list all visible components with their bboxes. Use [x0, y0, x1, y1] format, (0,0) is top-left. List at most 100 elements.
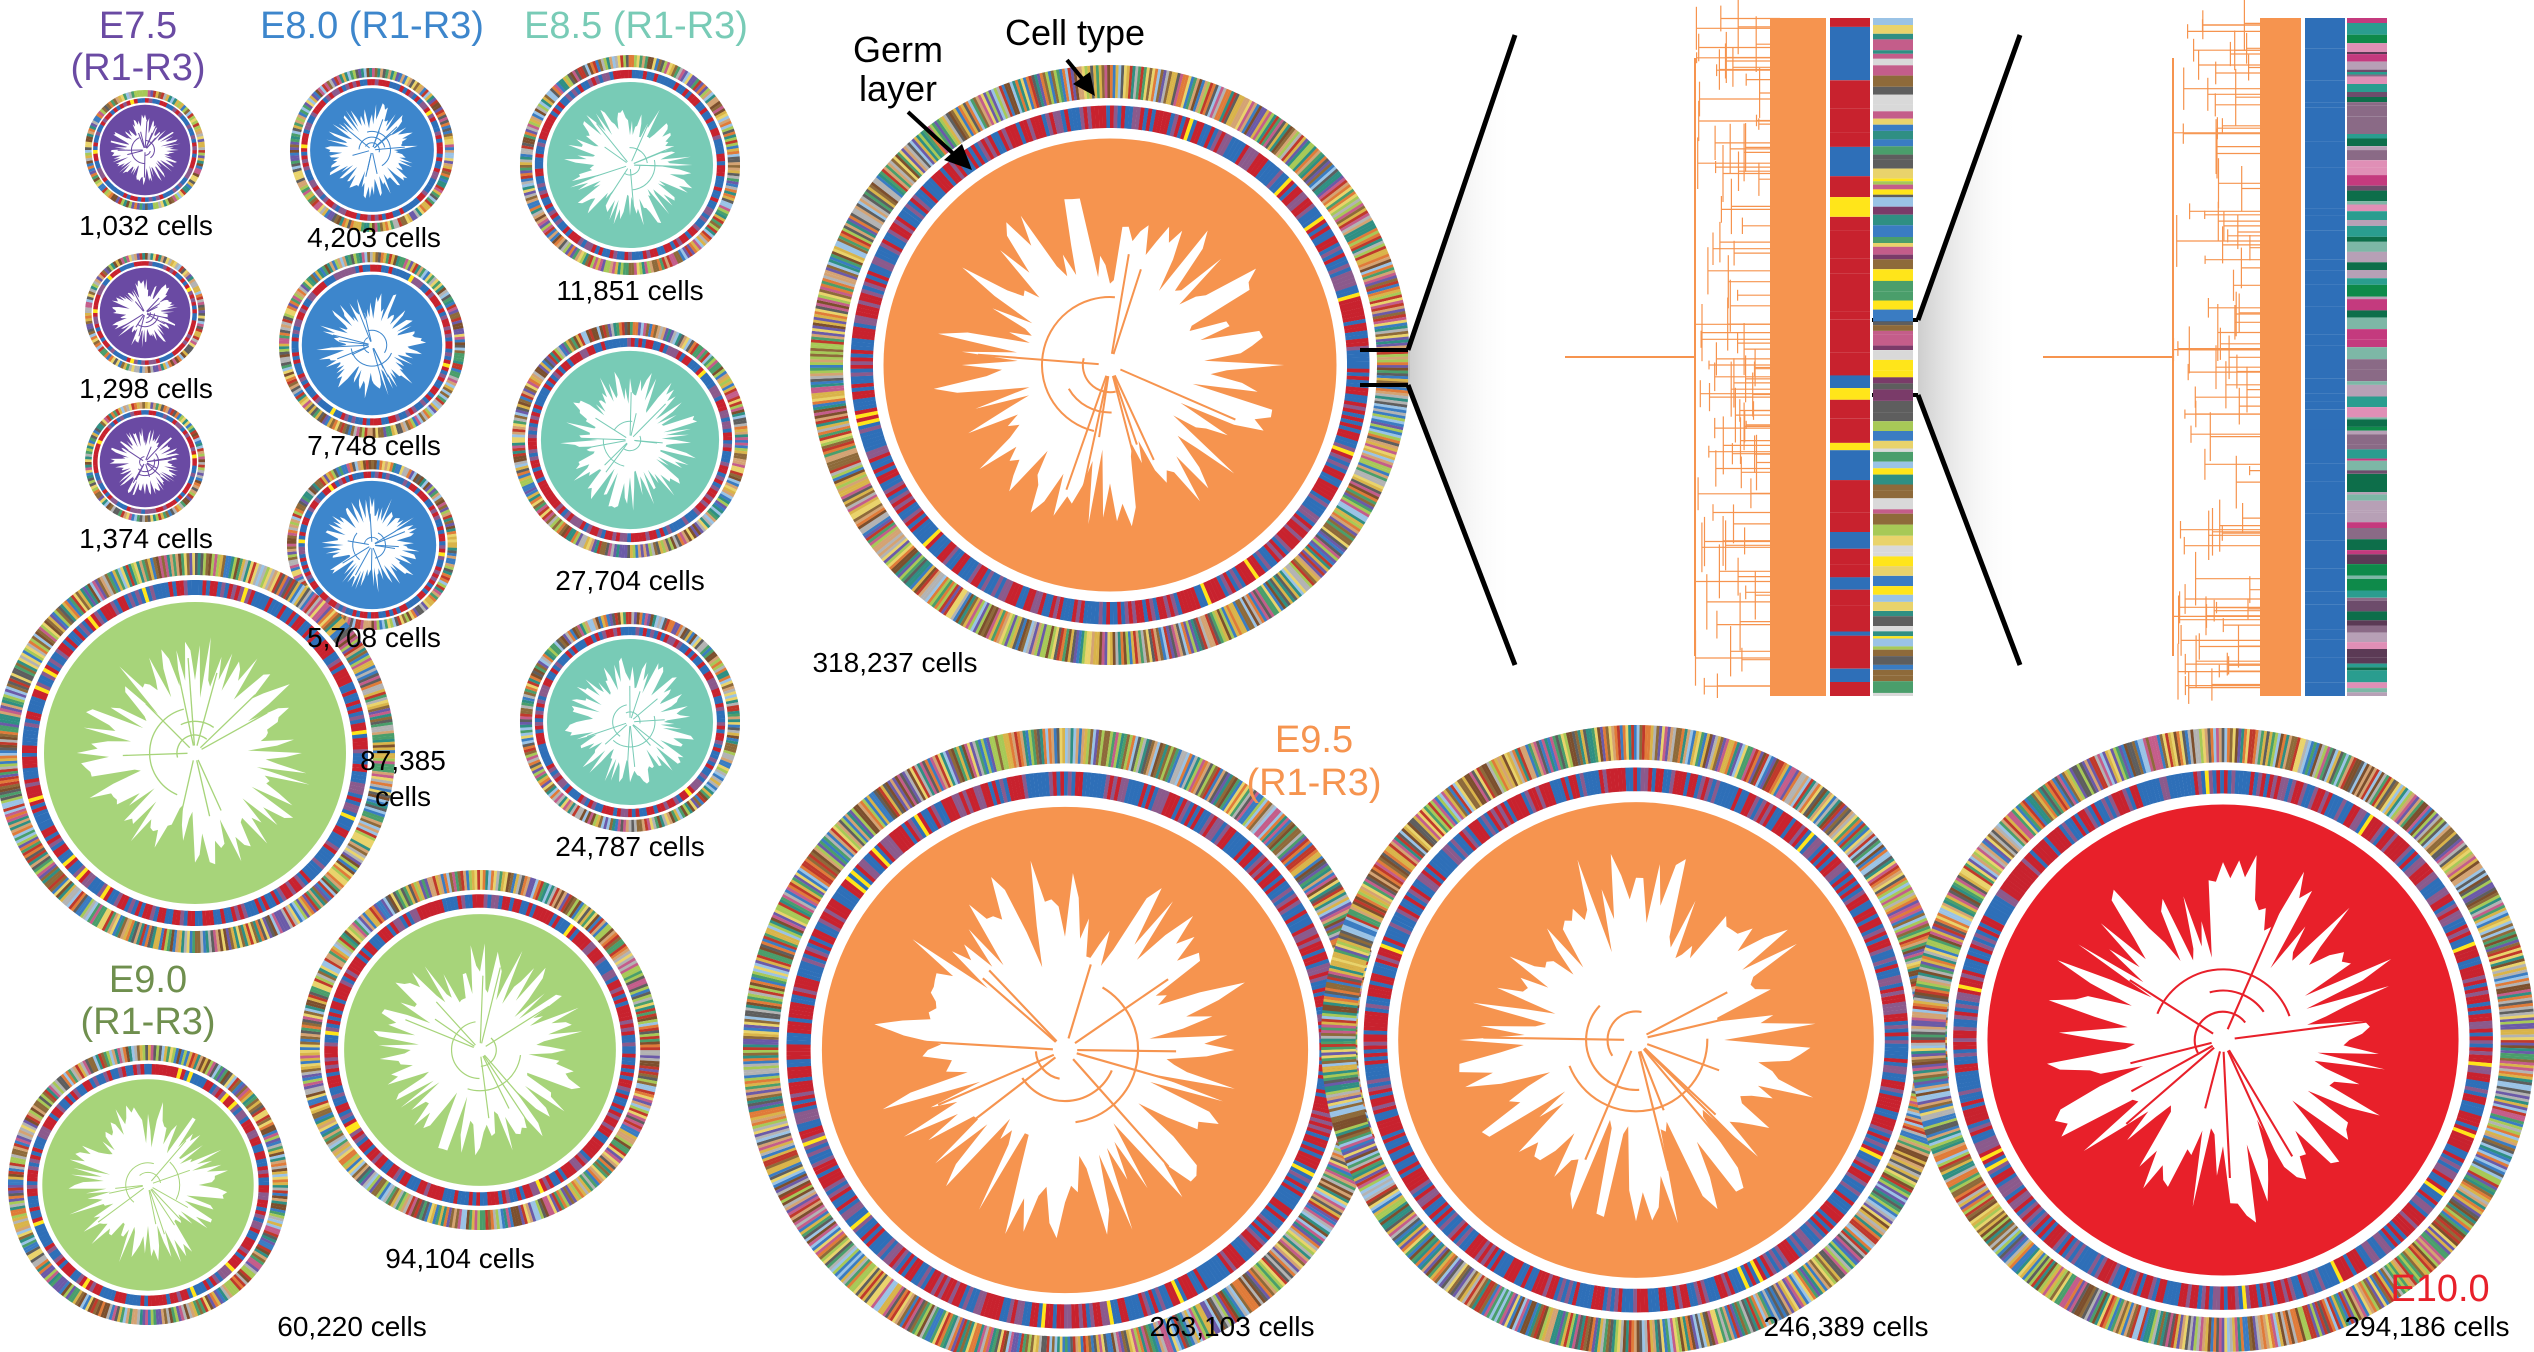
tree-branches-area: [76, 637, 310, 865]
germ-layer-ring: [291, 264, 453, 426]
cells-label-e80-r1: 4,203 cells: [307, 222, 441, 253]
tree-branches-area: [324, 103, 418, 199]
germ-layer-ring: [298, 471, 446, 619]
cells-label-e75-r1: 1,032 cells: [79, 210, 213, 241]
cell-type-ring: [289, 67, 455, 233]
germ-layer-ring: [534, 626, 726, 818]
cells-label-e75-r2: 1,298 cells: [79, 373, 213, 404]
cell-type-ring: [519, 611, 741, 833]
tree-branches: [405, 967, 550, 1123]
tree-branches: [596, 121, 678, 217]
germ-layer-ring: [301, 79, 443, 221]
germ-layer-ring: [786, 771, 1344, 1329]
cell-type-ring: [7, 1044, 289, 1326]
tree-e85_r1: [519, 54, 741, 276]
tree-e90_r1: [0, 552, 396, 954]
tree-branches: [586, 685, 665, 773]
cell-type-ring: [511, 321, 749, 559]
cell-type-arrow-head: [1073, 72, 1095, 96]
tree-e95_r1: [809, 64, 1411, 666]
cell-type-ring: [1320, 724, 1952, 1352]
zoom-wedge-1: [1408, 35, 1515, 665]
cell-type-ring: [742, 727, 1388, 1352]
cell-type-ring: [299, 869, 661, 1231]
tree-branches: [117, 121, 163, 178]
tree-e75_r3: [85, 402, 205, 522]
tree-branches-area: [564, 109, 693, 226]
cells-label-e85-r3: 24,787 cells: [555, 831, 704, 862]
tree-branches: [97, 1140, 190, 1235]
tree-branches-area: [68, 1102, 228, 1263]
tree-branches-area: [2047, 855, 2392, 1223]
cells-label-e95-r2: 263,103 cells: [1149, 1311, 1314, 1342]
zoom-inset: [1360, 0, 2387, 704]
dendrogram-zoom-2: [2043, 0, 2387, 704]
tree-branches-area: [111, 278, 178, 348]
tree-branches: [122, 441, 174, 484]
stage-label-e95-line1: E9.5: [1275, 719, 1353, 761]
cell-type-ring: [0, 552, 396, 954]
germ-layer-ring: [93, 261, 197, 365]
tree-branches-area: [316, 293, 427, 399]
tree-e85_r3: [519, 611, 741, 833]
tree-e90_r2: [299, 869, 661, 1231]
tree-e75_r2: [85, 253, 205, 373]
stage-label-e80: E8.0 (R1-R3): [260, 5, 484, 47]
tree-branches-area: [1459, 853, 1816, 1224]
tree-e80_r3: [286, 459, 458, 631]
germ-layer-ring: [1953, 770, 2493, 1310]
cells-label-e80-r2: 7,748 cells: [307, 430, 441, 461]
cell-type-ring: [1910, 727, 2534, 1352]
cell-type-ring: [278, 251, 466, 439]
stage-label-e90-line1: E9.0: [109, 959, 187, 1001]
cell-type-ring: [85, 90, 205, 210]
cell-type-label: Cell type: [1005, 12, 1145, 53]
tree-branches-area: [373, 943, 583, 1156]
tree-branches: [1483, 991, 1750, 1171]
cells-label-e85-r2: 27,704 cells: [555, 565, 704, 596]
stage-label-e95-line2: (R1-R3): [1246, 762, 1381, 804]
tree-branches: [342, 513, 406, 584]
cell-count-labels: 1,032 cells 1,298 cells 1,374 cells 4,20…: [79, 210, 2509, 1342]
tree-branches: [977, 254, 1236, 493]
tree-branches: [573, 392, 666, 473]
germ-layer-ring: [527, 337, 733, 543]
cells-label-e95-r3: 246,389 cells: [1763, 1311, 1928, 1342]
tree-e80_r2: [278, 251, 466, 439]
tree-branches-area: [110, 114, 181, 186]
germ-layer-ring: [850, 105, 1370, 625]
tree-branches-area: [874, 860, 1245, 1239]
germ-layer-ring: [324, 894, 636, 1206]
germ-layer-ring: [21, 579, 369, 927]
tree-e80_r1: [289, 67, 455, 233]
germ-layer-ring: [534, 69, 726, 261]
germ-layer-label-line2: layer: [859, 68, 937, 109]
cell-type-ring: [85, 253, 205, 373]
tree-e95_r2: [742, 727, 1388, 1352]
cells-label-e100: 294,186 cells: [2344, 1311, 2509, 1342]
tree-branches: [332, 306, 392, 379]
stage-label-e75-line1: E7.5: [99, 5, 177, 47]
zoom-wedge-2: [1918, 35, 2020, 665]
tree-branches: [344, 119, 405, 177]
tree-branches: [122, 658, 268, 843]
cells-label-e75-r3: 1,374 cells: [79, 523, 213, 554]
tree-branches-area: [109, 427, 180, 496]
germ-layer-arrow-head: [944, 144, 972, 170]
tree-branches: [121, 292, 172, 337]
cells-label-e90-r1-line2: cells: [375, 781, 431, 812]
tree-e95_r3: [1320, 724, 1952, 1352]
tree-branches-area: [564, 657, 694, 784]
tree-e90_r3: [7, 1044, 289, 1326]
ring-annotations: Germ layer Cell type: [853, 12, 1145, 170]
tree-e100: [1910, 727, 2534, 1352]
stage-labels: E7.5 (R1-R3) E8.0 (R1-R3) E8.5 (R1-R3) E…: [70, 5, 2489, 1310]
cell-type-ring: [85, 402, 205, 522]
tree-e85_r2: [511, 321, 749, 559]
zoom-line-1-top: [1405, 34, 1518, 351]
cells-label-e90-r2: 94,104 cells: [385, 1243, 534, 1274]
stage-label-e100: E10.0: [2390, 1268, 2489, 1310]
tree-branches-area: [933, 198, 1285, 527]
cells-label-e85-r1: 11,851 cells: [556, 275, 703, 306]
